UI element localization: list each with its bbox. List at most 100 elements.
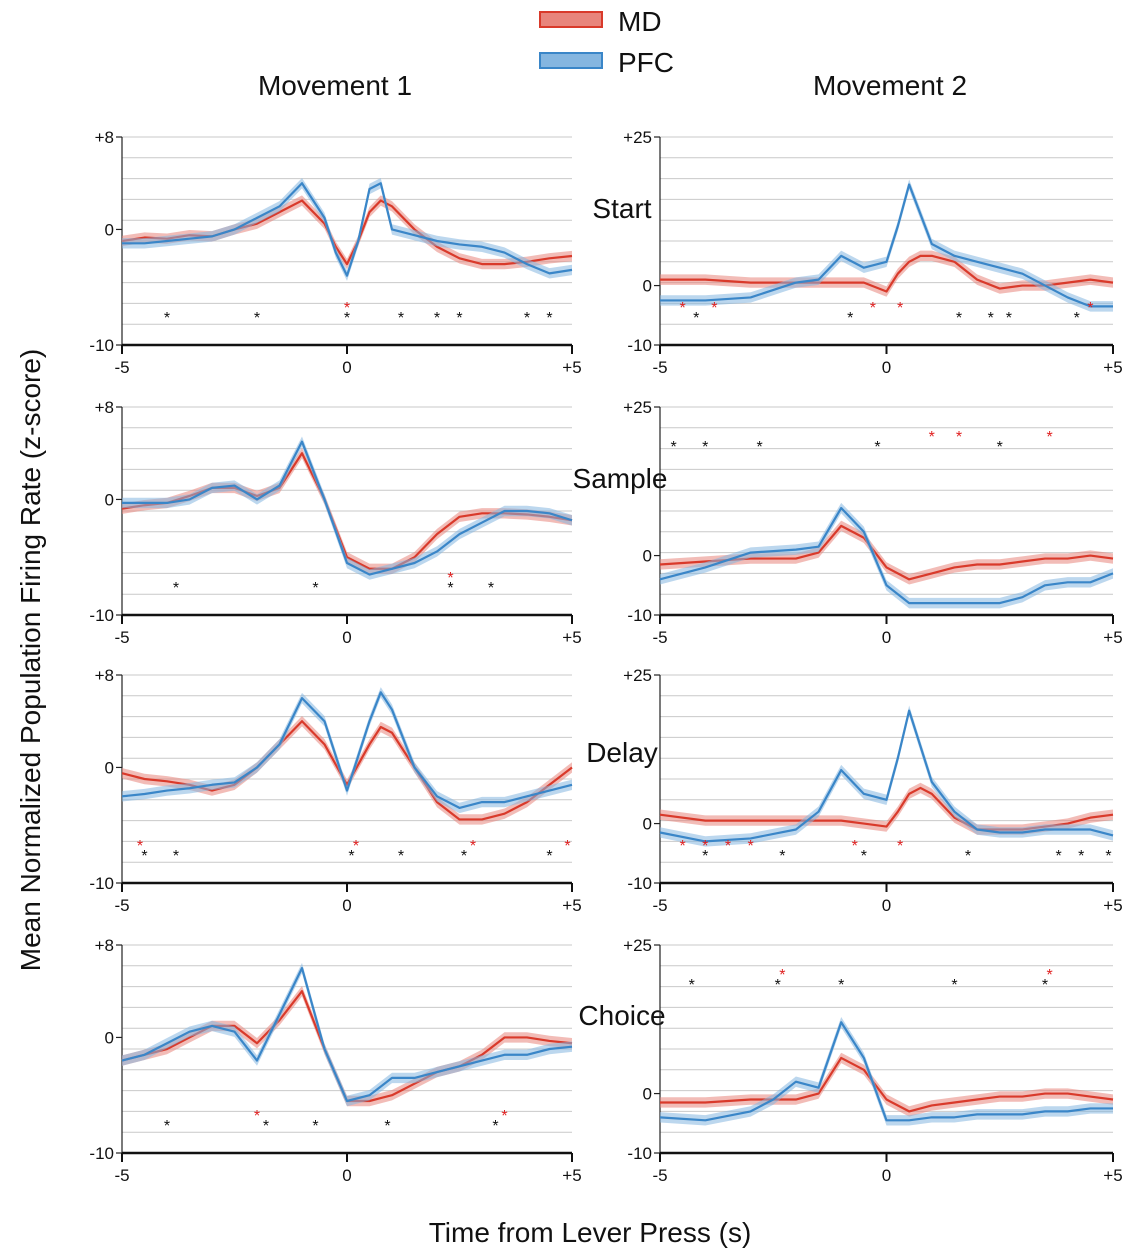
significance-star-md: * [1046,429,1052,446]
y-tick-label: +25 [623,398,652,417]
x-tick-label: 0 [882,896,891,915]
y-tick-label: 0 [105,490,114,509]
x-tick-label: +5 [1103,358,1122,377]
error-band-pfc [122,962,572,1107]
significance-star: * [263,1118,269,1135]
significance-star: * [344,310,350,327]
significance-star: * [398,310,404,327]
significance-star: * [164,310,170,327]
significance-star-md: * [470,838,476,855]
x-tick-label: -5 [114,896,129,915]
significance-star-md: * [897,300,903,317]
significance-star-md: * [254,1108,260,1125]
x-tick-label: 0 [342,896,351,915]
significance-star-md: * [1046,967,1052,984]
x-tick-label: +5 [1103,1166,1122,1185]
x-tick-label: -5 [652,628,667,647]
significance-star-md: * [747,838,753,855]
panel-6: +80-10-5 0 +5* * * * ** * [89,936,581,1185]
series-line-pfc [659,1021,1113,1122]
error-band-md [122,448,572,574]
y-tick-label: -10 [627,606,652,625]
error-band-pfc [660,502,1113,609]
x-tick-label: +5 [562,896,581,915]
significance-star: * [847,310,853,327]
significance-star-md: * [852,838,858,855]
significance-star: * [997,439,1003,456]
x-tick-label: -5 [114,628,129,647]
series-line-pfc [122,440,573,576]
column-title-movement-2: Movement 2 [813,70,967,101]
significance-star: * [492,1118,498,1135]
significance-star: * [838,977,844,994]
series-line-pfc [659,506,1114,605]
significance-star: * [1042,977,1048,994]
y-tick-label: +25 [623,666,652,685]
panel-7: +250-10-5 0 +5* * * * ** * [623,936,1123,1185]
y-tick-label: +8 [95,936,114,955]
y-tick-label: +8 [95,398,114,417]
x-tick-label: +5 [562,1166,581,1185]
significance-star: * [141,848,147,865]
y-tick-label: +8 [95,666,114,685]
significance-star: * [956,310,962,327]
y-tick-label: -10 [627,874,652,893]
significance-star-md: * [447,570,453,587]
panels: +80-10-5 0 +5* * * * * * * **+250-10-5 0 +5* * * * * ** *… [89,128,1122,1185]
x-tick-label: -5 [114,1166,129,1185]
significance-star: * [874,439,880,456]
panel-1: +25 0 -10-5 0 +5 * * * * * * * * * * * [623,128,1123,377]
error-band-pfc [660,1017,1113,1126]
significance-star: * [398,848,404,865]
series-line-pfc [659,709,1114,843]
series-line-pfc [660,183,1113,308]
y-tick-label: +25 [623,936,652,955]
y-tick-label: -10 [89,874,114,893]
significance-star: * [488,580,494,597]
significance-star-md: * [1087,300,1093,317]
x-tick-label: 0 [882,628,891,647]
y-tick-label: -10 [89,336,114,355]
significance-star: * [702,848,708,865]
series-line-md [659,524,1114,581]
significance-star-md: * [702,838,708,855]
y-tick-label: 0 [105,220,114,239]
significance-star: * [988,310,994,327]
y-axis-title: Mean Normalized Population Firing Rate (… [15,349,46,971]
significance-star-md: * [137,838,143,855]
error-band-pfc [122,436,572,580]
significance-star-md: * [929,429,935,446]
significance-star: * [461,848,467,865]
significance-star: * [779,848,785,865]
x-tick-label: 0 [342,358,351,377]
x-tick-label: -5 [652,1166,667,1185]
x-tick-label: 0 [882,358,891,377]
panel-5: +250-10-5 0 +5* * * * * * ** * * * * * [623,666,1123,915]
x-tick-label: -5 [652,358,667,377]
significance-star-md: * [564,838,570,855]
significance-star: * [164,1118,170,1135]
significance-star-md: * [725,838,731,855]
row-label-delay: Delay [586,737,658,768]
x-tick-label: 0 [342,1166,351,1185]
column-title-movement-1: Movement 1 [258,70,412,101]
legend: MD PFC [539,6,674,78]
legend-label-pfc: PFC [618,47,674,78]
significance-star-md: * [344,300,350,317]
x-tick-label: +5 [1103,896,1122,915]
series-line-pfc [121,967,573,1103]
y-tick-label: -10 [627,336,652,355]
significance-star-md: * [501,1108,507,1125]
significance-star-md: * [897,838,903,855]
significance-star: * [861,848,867,865]
significance-star: * [670,439,676,456]
x-axis-title: Time from Lever Press (s) [429,1217,752,1248]
y-tick-label: 0 [105,1028,114,1047]
panel-0: +80-10-5 0 +5* * * * * * * ** [89,128,581,377]
x-tick-label: +5 [562,628,581,647]
row-label-choice: Choice [578,1000,665,1031]
x-tick-label: 0 [882,1166,891,1185]
x-tick-label: +5 [562,358,581,377]
significance-star-md: * [870,300,876,317]
error-band-md [122,986,572,1107]
